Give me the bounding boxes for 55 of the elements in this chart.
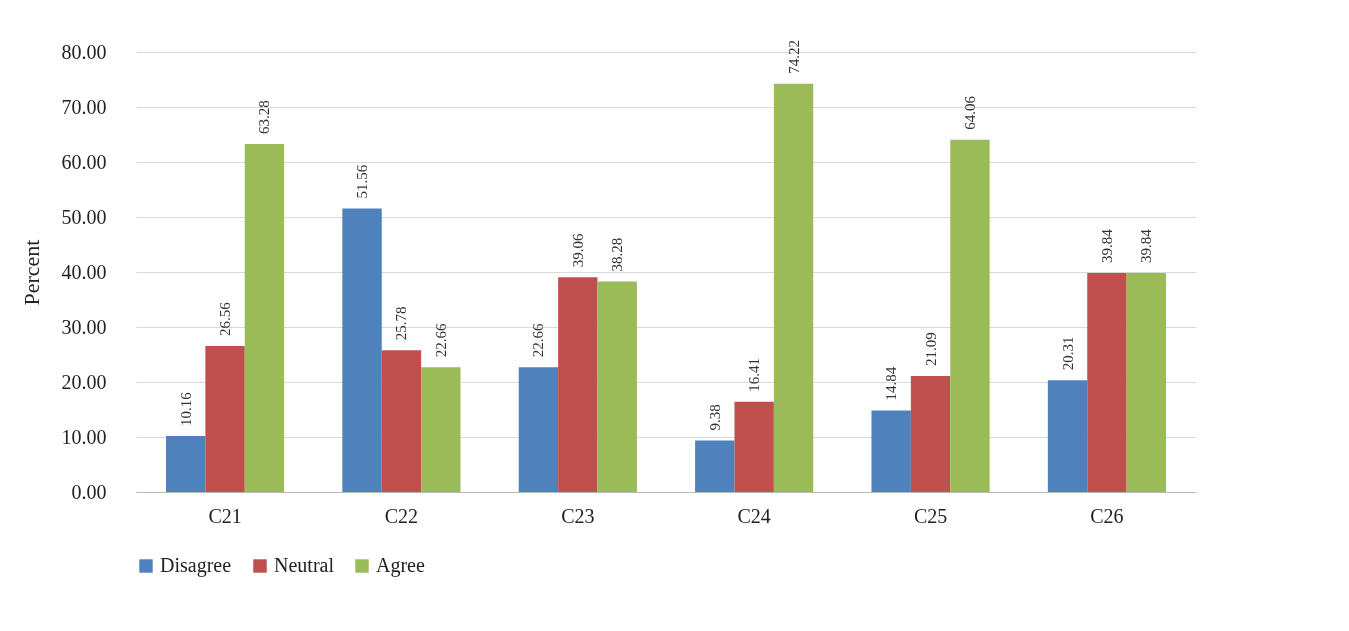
bar: [165, 436, 206, 492]
bar: [695, 440, 735, 492]
x-tick-label: C26: [1090, 504, 1124, 527]
data-label: 22.66: [432, 323, 449, 358]
bar: [910, 376, 951, 492]
bar: [342, 208, 382, 492]
bar: [205, 345, 245, 492]
y-axis-title: Percent: [18, 239, 44, 306]
y-tick-label: 80.00: [61, 40, 107, 63]
data-label: 39.84: [1138, 228, 1155, 263]
bar: [734, 401, 774, 492]
bar: [518, 367, 559, 492]
bar: [773, 83, 814, 492]
y-tick-label: 10.00: [61, 425, 107, 448]
bar: [871, 410, 911, 492]
data-label: 21.09: [922, 332, 939, 367]
data-label: 63.28: [256, 100, 273, 134]
bar: [421, 367, 461, 492]
data-label: 22.66: [530, 323, 547, 358]
data-label: 74.22: [785, 40, 802, 74]
y-tick-label: 0.00: [71, 480, 107, 503]
bar: [244, 143, 285, 492]
y-tick-label: 20.00: [61, 370, 107, 393]
x-tick-label: C22: [384, 504, 419, 527]
bar: [381, 350, 422, 492]
x-tick-label: C23: [561, 504, 595, 527]
y-tick-label: 30.00: [61, 315, 107, 338]
data-label: 25.78: [393, 306, 410, 341]
data-label: 51.56: [354, 164, 371, 199]
data-label: 16.41: [746, 357, 763, 392]
bar: [597, 281, 637, 492]
x-tick-label: C24: [737, 504, 771, 527]
legend-label: Agree: [376, 554, 425, 577]
data-label: 26.56: [217, 301, 234, 336]
data-label: 9.38: [706, 404, 723, 431]
bar: [950, 139, 990, 492]
data-label: 38.28: [609, 237, 626, 272]
x-tick-label: C21: [208, 504, 242, 527]
y-tick-label: 60.00: [61, 150, 107, 173]
y-tick-label: 70.00: [61, 95, 107, 118]
bar: [558, 277, 598, 492]
data-label: 20.31: [1059, 336, 1076, 371]
x-tick-label: C25: [913, 504, 948, 527]
y-tick-label: 40.00: [61, 260, 107, 283]
data-label: 39.06: [569, 232, 586, 268]
bar: [1087, 272, 1127, 492]
data-label: 14.84: [883, 366, 900, 401]
data-label: 39.84: [1098, 228, 1115, 263]
legend-label: Disagree: [160, 554, 232, 577]
legend-label: Neutral: [274, 554, 335, 576]
bar: [1126, 272, 1167, 492]
bar: [1047, 380, 1088, 492]
data-label: 10.16: [177, 391, 194, 427]
data-label: 64.06: [961, 95, 978, 130]
y-tick-label: 50.00: [61, 205, 107, 228]
